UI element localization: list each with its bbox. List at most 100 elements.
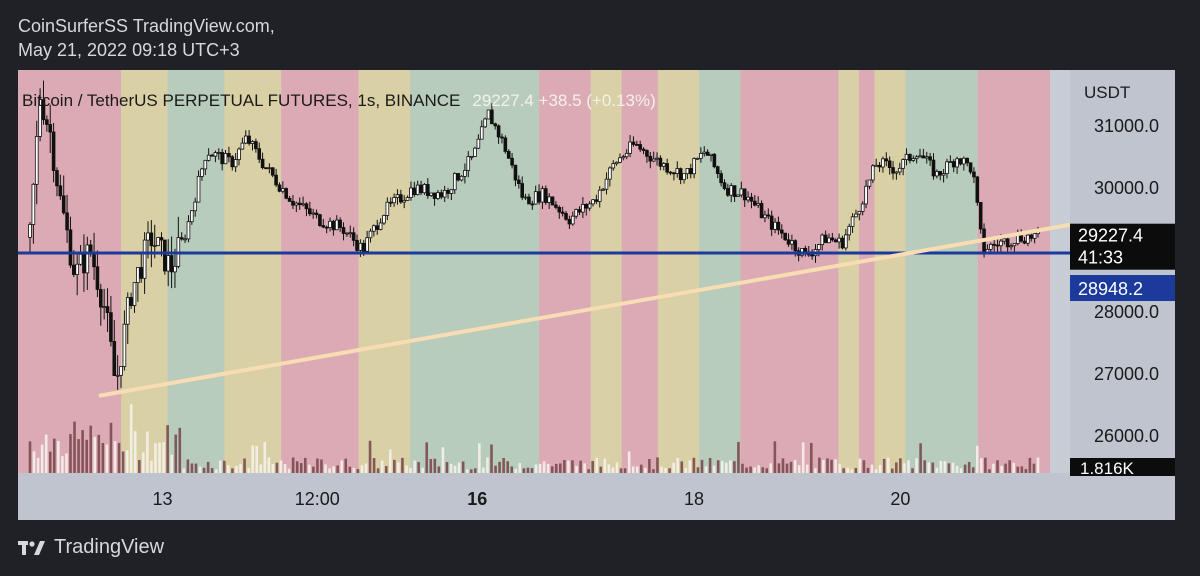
volume-bar [429, 459, 433, 473]
volume-bar [789, 461, 793, 473]
candle-body [345, 232, 349, 235]
volume-bar [251, 445, 254, 473]
volume-bar [255, 445, 258, 473]
candle-body [365, 237, 369, 252]
candle-body [341, 227, 346, 234]
volume-bar [862, 460, 866, 473]
candle-body [409, 187, 413, 198]
volume-bar [267, 457, 271, 473]
volume-bar [97, 434, 101, 473]
volume-bar [235, 465, 238, 473]
candle-body [938, 171, 943, 176]
volume-bar [724, 462, 728, 473]
y-tick-label: 26000.0 [1094, 426, 1159, 446]
candle-body [736, 194, 740, 197]
candle-body [328, 220, 332, 229]
candle-body [490, 109, 494, 125]
candle-body [183, 238, 187, 241]
volume-bar [388, 449, 392, 473]
volume-bar [688, 460, 692, 473]
candle-body [844, 234, 848, 249]
volume-bar [57, 440, 60, 473]
last-price-badge-value: 29227.4 [1078, 226, 1143, 246]
volume-bar [360, 465, 364, 473]
candles [28, 80, 1040, 390]
candle-body [119, 366, 123, 376]
volume-bar [980, 458, 983, 473]
volume-bar [121, 451, 125, 473]
volume-bar [449, 463, 453, 473]
candle-body [759, 203, 764, 219]
session-band [18, 70, 122, 473]
candle-body [405, 197, 410, 201]
volume-bar [73, 421, 76, 473]
volume-bar [712, 465, 716, 473]
candle-body [220, 152, 224, 165]
candle-body [722, 182, 727, 189]
candle-body [193, 201, 197, 212]
volume-bar [1036, 457, 1040, 473]
candle-body [500, 136, 504, 139]
session-band [740, 70, 839, 473]
candle-body [570, 215, 575, 225]
session-band [977, 70, 1050, 473]
candle-body [560, 211, 565, 214]
volume-bar [299, 463, 303, 473]
volume-bar [332, 466, 335, 473]
volume-bar [611, 467, 615, 473]
candle-body [901, 159, 905, 169]
candle-body [924, 156, 929, 159]
candle-body [817, 244, 821, 250]
candle-body [618, 157, 622, 163]
price-chart[interactable]: USDT 31000.0 30000.0 28000.0 27000.0 26000.0 2… [18, 70, 1175, 520]
candle-body [179, 237, 184, 240]
volume-bar [745, 467, 748, 473]
volume-bar [461, 461, 465, 473]
chart-panel[interactable]: USDT 31000.0 30000.0 28000.0 27000.0 26000.0 2… [18, 70, 1175, 520]
volume-bar [971, 467, 975, 473]
candle-body [705, 151, 710, 156]
x-tick-label: 20 [890, 489, 910, 509]
volume-bar [514, 468, 518, 473]
candle-body [820, 234, 825, 245]
candle-body [641, 148, 646, 151]
session-band [539, 70, 591, 473]
volume-bar [186, 459, 190, 473]
candle-body [1002, 238, 1007, 242]
volume-bar [32, 451, 36, 473]
volume-bar [129, 404, 133, 473]
volume-bar [417, 462, 420, 473]
candle-body [493, 123, 498, 127]
candle-body [881, 158, 885, 168]
volume-bar [1020, 466, 1024, 473]
candle-body [739, 188, 744, 196]
volume-bar [599, 466, 603, 473]
candle-body [621, 156, 626, 159]
candle-body [149, 232, 154, 247]
candle-body [830, 237, 835, 241]
volume-bar [372, 458, 376, 473]
session-band [410, 70, 452, 473]
volume-bar [619, 468, 623, 473]
volume-bar [680, 461, 684, 473]
volume-bar [166, 425, 169, 473]
volume-bar [380, 460, 384, 473]
session-band [699, 70, 741, 473]
candle-body [28, 224, 32, 238]
volume-bar [603, 458, 607, 473]
candle-body [918, 155, 922, 158]
volume-bar [356, 469, 360, 473]
volume-bar [692, 457, 696, 473]
candle-body [931, 159, 936, 177]
volume-bar [571, 460, 574, 473]
candle-body [55, 170, 59, 187]
volume-bar [538, 463, 542, 473]
candle-body [466, 156, 471, 171]
candle-body [237, 148, 241, 161]
volume-bar [575, 465, 578, 473]
volume-bar [409, 467, 412, 473]
candle-body [547, 196, 551, 203]
candle-body [854, 213, 858, 218]
candle-body [203, 159, 208, 170]
candle-body [904, 153, 909, 160]
